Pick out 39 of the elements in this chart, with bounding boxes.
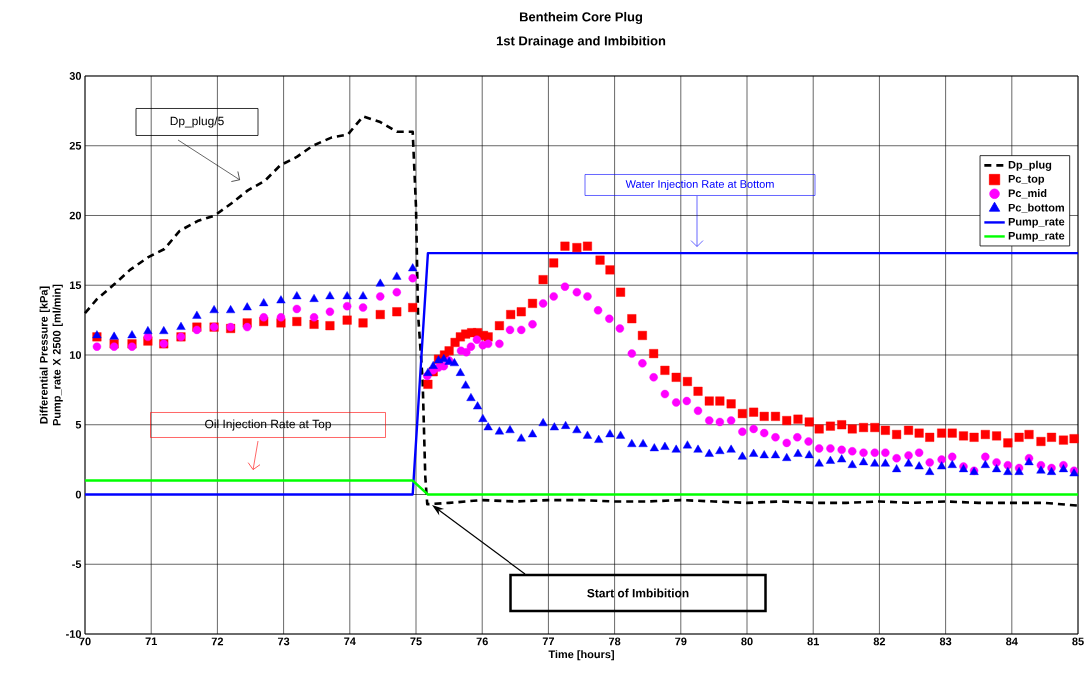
y-tick-label: 30 xyxy=(69,72,82,80)
y-tick-label: -10 xyxy=(66,630,82,638)
x-tick-label: 76 xyxy=(476,637,488,646)
x-tick-label: 75 xyxy=(410,637,422,646)
legend-label: Pump_rate xyxy=(1008,231,1065,242)
legend-label: Pc_bottom xyxy=(1008,203,1064,213)
x-tick-label: 77 xyxy=(542,637,555,646)
y-tick-label: 5 xyxy=(75,420,82,429)
y-tick-label: 20 xyxy=(69,211,82,220)
legend-label: Pc_top xyxy=(1008,175,1045,185)
x-tick-label: 70 xyxy=(79,637,91,646)
annotation: Start of Imbibition xyxy=(587,588,689,598)
chart-subtitle: 1st Drainage and Imbibition xyxy=(496,35,666,49)
x-tick-label: 78 xyxy=(608,637,621,646)
x-tick-label: 82 xyxy=(873,637,886,646)
x-tick-label: 79 xyxy=(675,637,687,646)
y-tick-label: 15 xyxy=(69,281,82,290)
chart-title: Bentheim Core Plug xyxy=(519,11,643,25)
x-tick-label: 72 xyxy=(211,637,224,646)
legend-label: Pump_rate xyxy=(1008,217,1065,228)
annotation: Dp_plug/5 xyxy=(170,116,224,128)
annotation: Water Injection Rate at Bottom xyxy=(625,179,774,191)
x-tick-label: 74 xyxy=(344,637,356,646)
y-tick-label: -5 xyxy=(72,560,82,569)
x-tick-label: 85 xyxy=(1072,637,1084,646)
x-axis-title: Time [hours] xyxy=(548,650,614,661)
x-tick-label: 73 xyxy=(277,637,290,646)
x-tick-label: 81 xyxy=(807,637,819,646)
x-tick-label: 80 xyxy=(741,637,753,646)
x-tick-label: 71 xyxy=(145,637,157,646)
legend-label: Pc_mid xyxy=(1008,189,1047,199)
y-axis-title: Differential Pressure [kPa] Pump_rate X 2500 [ml/min] xyxy=(39,284,63,426)
annotation: Oil Injection Rate at Top xyxy=(205,419,331,431)
y-tick-label: 10 xyxy=(69,351,82,359)
y-tick-label: 0 xyxy=(75,490,82,499)
legend-label: Dp_plug xyxy=(1008,160,1052,171)
y-tick-label: 25 xyxy=(69,141,82,150)
x-tick-label: 83 xyxy=(939,637,952,646)
x-tick-label: 84 xyxy=(1006,637,1018,646)
